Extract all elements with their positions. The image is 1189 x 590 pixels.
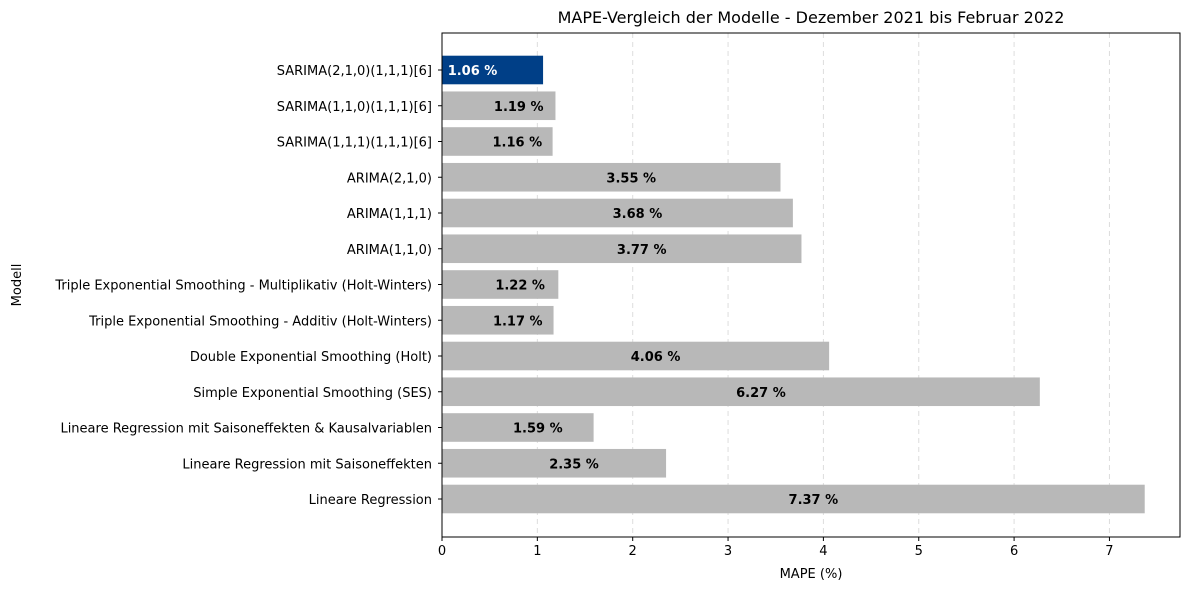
y-tick-label: SARIMA(1,1,1)(1,1,1)[6] bbox=[277, 136, 432, 151]
bar bbox=[442, 448, 667, 478]
y-tick-label: Lineare Regression bbox=[309, 493, 432, 508]
data-label: 7.37 % bbox=[789, 493, 839, 508]
data-label: 3.55 % bbox=[606, 171, 656, 186]
x-tick-label: 7 bbox=[1105, 544, 1113, 559]
x-tick-label: 5 bbox=[915, 544, 923, 559]
y-tick-label: Triple Exponential Smoothing - Multiplik… bbox=[54, 279, 432, 294]
bar bbox=[442, 270, 559, 299]
y-tick-label: Lineare Regression mit Saisoneffekten bbox=[182, 457, 432, 472]
data-label: 1.17 % bbox=[493, 314, 543, 329]
y-tick-label: ARIMA(2,1,0) bbox=[347, 171, 432, 186]
data-label: 4.06 % bbox=[631, 350, 681, 365]
bar bbox=[442, 484, 1145, 514]
data-label: 6.27 % bbox=[736, 386, 786, 401]
x-tick-label: 1 bbox=[533, 544, 541, 559]
x-tick-label: 3 bbox=[724, 544, 732, 559]
y-tick-label: SARIMA(2,1,0)(1,1,1)[6] bbox=[277, 64, 432, 79]
bar bbox=[442, 55, 544, 85]
data-labels: 1.06 % 1.19 % 1.16 % 3.55 % 3.68 % 3.77 % 1.22… bbox=[448, 64, 838, 508]
y-tick-label: ARIMA(1,1,1) bbox=[347, 207, 432, 222]
y-tick-label: ARIMA(1,1,0) bbox=[347, 243, 432, 258]
y-tick-label: SARIMA(1,1,0)(1,1,1)[6] bbox=[277, 100, 432, 115]
y-tick-label: Lineare Regression mit Saisoneffekten & … bbox=[60, 422, 432, 437]
bar bbox=[442, 127, 553, 156]
bar bbox=[442, 377, 1040, 407]
bar bbox=[442, 91, 556, 121]
y-tick-labels: SARIMA(2,1,0)(1,1,1)[6] SARIMA(1,1,0)(1,1… bbox=[54, 64, 442, 508]
data-label: 1.06 % bbox=[448, 64, 498, 79]
bars-group bbox=[442, 55, 1145, 514]
bar bbox=[442, 198, 793, 228]
data-label: 1.59 % bbox=[513, 422, 563, 437]
bar bbox=[442, 234, 802, 264]
y-tick-label: Double Exponential Smoothing (Holt) bbox=[190, 350, 432, 365]
x-tick-label: 2 bbox=[629, 544, 637, 559]
data-label: 3.77 % bbox=[617, 243, 667, 258]
data-label: 1.16 % bbox=[492, 136, 542, 151]
y-tick-label: Simple Exponential Smoothing (SES) bbox=[193, 386, 432, 401]
y-axis-label: Modell bbox=[10, 264, 25, 307]
x-tick-label: 6 bbox=[1010, 544, 1018, 559]
data-label: 1.22 % bbox=[495, 279, 545, 294]
bar bbox=[442, 162, 781, 192]
x-axis-label: MAPE (%) bbox=[780, 567, 843, 582]
plot-frame bbox=[441, 32, 1181, 538]
bar bbox=[442, 305, 554, 335]
x-tick-label: 4 bbox=[819, 544, 827, 559]
y-tick-label: Triple Exponential Smoothing - Additiv (… bbox=[88, 314, 432, 329]
bar bbox=[442, 413, 594, 442]
data-label: 3.68 % bbox=[613, 207, 663, 222]
data-label: 1.19 % bbox=[494, 100, 544, 115]
data-label: 2.35 % bbox=[549, 457, 599, 472]
x-ticks: 0 1 2 3 4 5 6 7 bbox=[438, 537, 1114, 559]
chart-title: MAPE-Vergleich der Modelle - Dezember 20… bbox=[558, 8, 1065, 27]
bar bbox=[442, 341, 830, 371]
x-tick-label: 0 bbox=[438, 544, 446, 559]
